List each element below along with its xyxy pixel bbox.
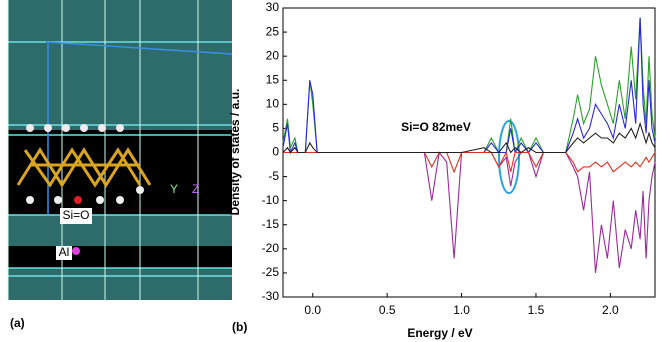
- x-tick-label: 1.0: [453, 303, 470, 317]
- figure: Si=O Al Y Z (a) (b) Energy / eV Density …: [0, 0, 657, 342]
- al-atom: [72, 247, 80, 255]
- si-o-label: Si=O: [62, 208, 89, 222]
- y-tick-label: -10: [262, 193, 280, 207]
- al-label: Al: [59, 245, 70, 259]
- structure-panel: Si=O Al Y Z (a): [8, 0, 232, 330]
- axis-letter: Z: [192, 182, 199, 196]
- y-tick-label: -25: [262, 265, 280, 279]
- annotation: Si=O 82meV: [401, 120, 471, 134]
- panel-label: (a): [10, 316, 25, 330]
- y-tick-label: -20: [262, 241, 280, 255]
- y-tick-label: 10: [266, 97, 280, 111]
- y-tick-label: -5: [268, 169, 279, 183]
- o-atom: [74, 196, 82, 204]
- y-tick-label: 15: [266, 72, 280, 86]
- panel-label: (b): [232, 320, 247, 334]
- y-tick-label: 25: [266, 24, 280, 38]
- y-tick-label: -15: [262, 217, 280, 231]
- x-tick-label: 1.5: [528, 303, 545, 317]
- y-tick-label: 0: [272, 145, 279, 159]
- x-tick-label: 0.0: [304, 303, 321, 317]
- axis-letter: Y: [170, 182, 178, 196]
- x-tick-label: 0.5: [379, 303, 396, 317]
- y-tick-label: -30: [262, 289, 280, 303]
- y-tick-label: 30: [266, 0, 280, 14]
- y-tick-label: 5: [272, 121, 279, 135]
- x-tick-label: 2.0: [602, 303, 619, 317]
- dos-line: [283, 153, 655, 172]
- y-axis-title: Density of states / a.u.: [228, 89, 242, 216]
- dos-line: [283, 153, 655, 273]
- y-tick-label: 20: [266, 48, 280, 62]
- x-axis-title: Energy / eV: [407, 326, 472, 340]
